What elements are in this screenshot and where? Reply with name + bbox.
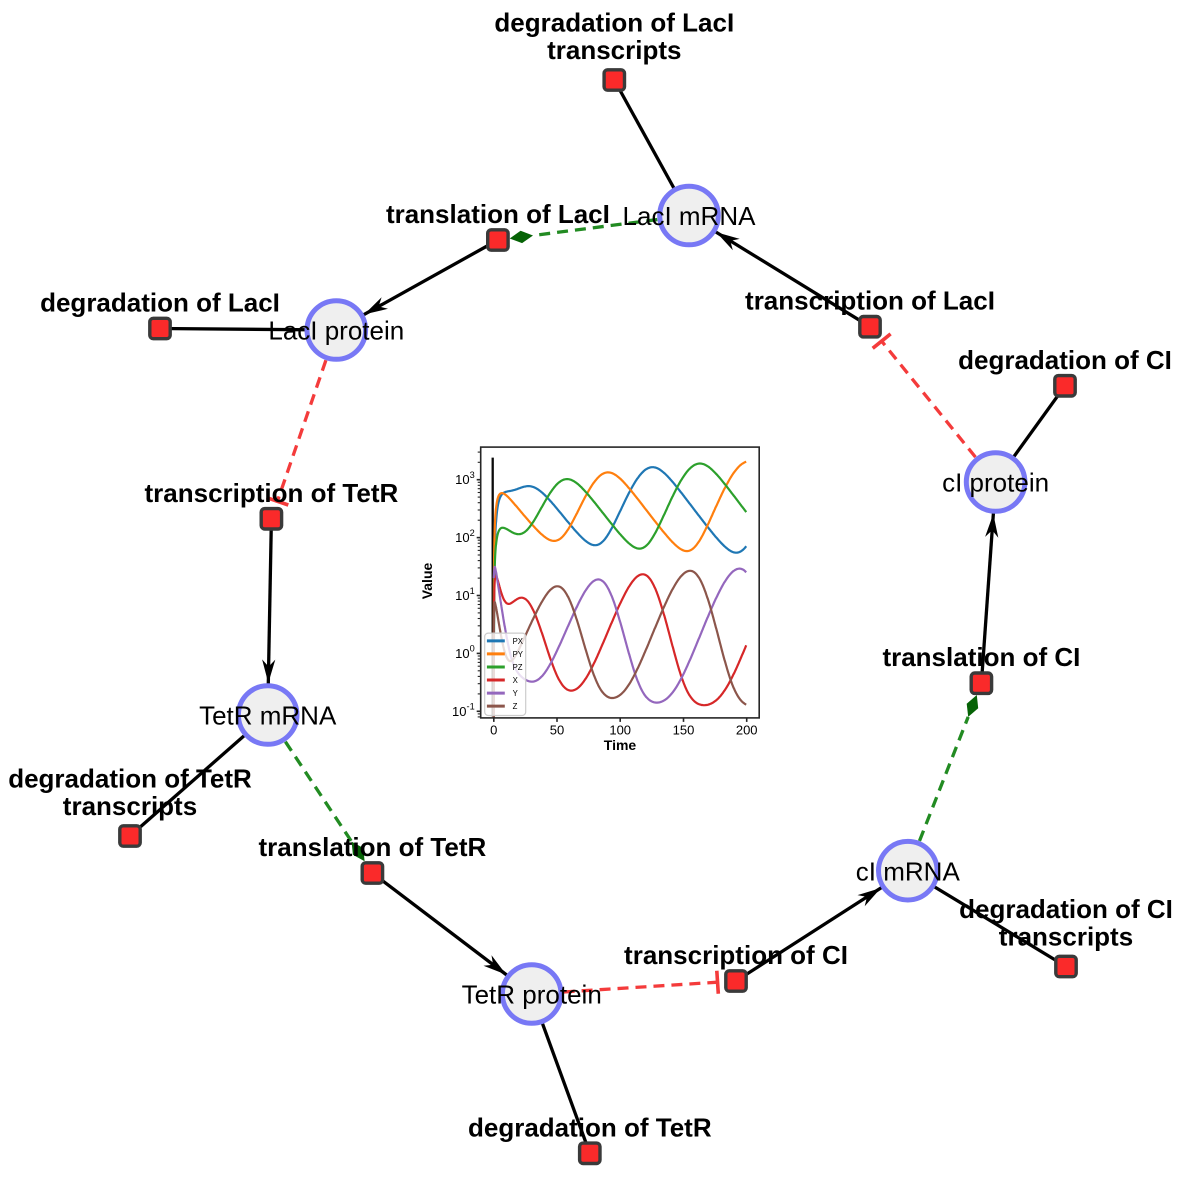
svg-text:translation of CI: translation of CI	[882, 642, 1080, 672]
svg-text:cI protein: cI protein	[942, 468, 1049, 498]
svg-text:0: 0	[490, 722, 497, 737]
svg-text:Y: Y	[513, 689, 519, 698]
svg-text:Z: Z	[513, 702, 518, 711]
svg-text:translation of TetR: translation of TetR	[259, 832, 487, 862]
svg-text:PY: PY	[513, 650, 524, 659]
svg-text:transcripts: transcripts	[63, 791, 197, 821]
svg-text:transcription of LacI: transcription of LacI	[745, 286, 995, 316]
svg-text:cI mRNA: cI mRNA	[856, 856, 961, 886]
svg-text:LacI mRNA: LacI mRNA	[623, 201, 757, 231]
svg-text:transcripts: transcripts	[999, 922, 1133, 952]
svg-text:100: 100	[609, 722, 631, 737]
svg-text:degradation of LacI: degradation of LacI	[40, 288, 280, 318]
svg-text:degradation of CI: degradation of CI	[959, 894, 1173, 924]
svg-text:TetR protein: TetR protein	[462, 980, 602, 1010]
svg-text:150: 150	[673, 722, 695, 737]
svg-text:Time: Time	[604, 737, 637, 753]
svg-text:transcription of CI: transcription of CI	[624, 940, 848, 970]
svg-text:degradation of TetR: degradation of TetR	[468, 1112, 712, 1142]
svg-text:PX: PX	[513, 637, 524, 646]
svg-text:degradation of TetR: degradation of TetR	[8, 764, 252, 794]
svg-text:X: X	[513, 676, 519, 685]
svg-text:degradation of CI: degradation of CI	[958, 345, 1172, 375]
svg-text:transcription of TetR: transcription of TetR	[145, 478, 399, 508]
svg-text:degradation of LacI: degradation of LacI	[494, 8, 734, 38]
svg-text:translation of LacI: translation of LacI	[386, 199, 610, 229]
svg-text:50: 50	[550, 722, 564, 737]
svg-text:Value: Value	[419, 563, 435, 600]
svg-text:transcripts: transcripts	[547, 35, 681, 65]
svg-text:LacI protein: LacI protein	[268, 316, 404, 346]
svg-text:PZ: PZ	[513, 663, 523, 672]
svg-text:TetR mRNA: TetR mRNA	[199, 701, 337, 731]
svg-text:200: 200	[736, 722, 758, 737]
